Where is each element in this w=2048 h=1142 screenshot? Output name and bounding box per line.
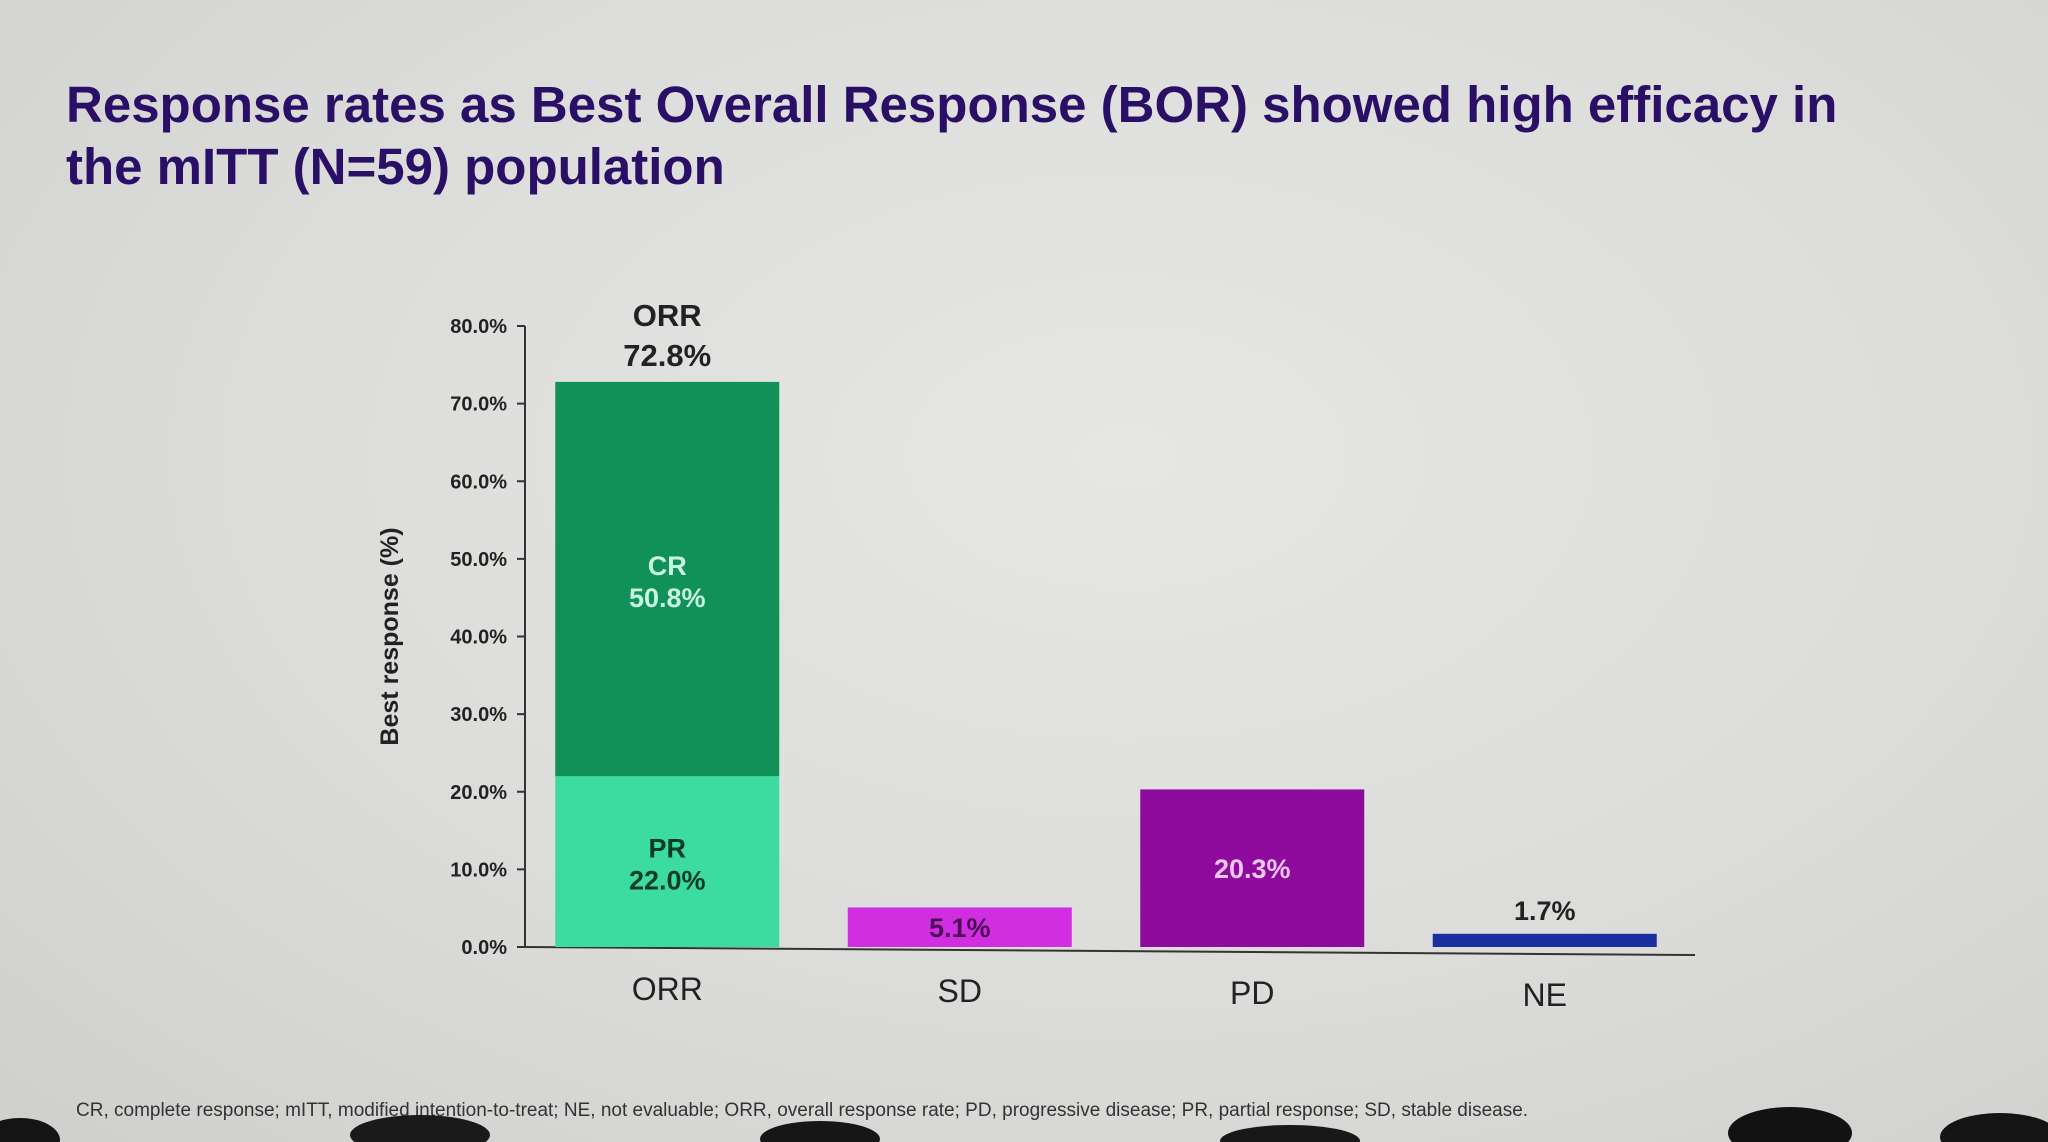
bar-ne-segment [1432,933,1657,947]
segment-name-label: CR [648,551,687,581]
y-tick-label: 70.0% [450,394,507,416]
bar-orr-pr-segment [555,776,780,947]
x-axis-line [524,946,1696,956]
y-tick-label: 30.0% [450,704,507,726]
y-tick-label: 20.0% [450,782,507,804]
bar-value-label: 1.7% [1514,896,1576,926]
x-category-label: ORR [632,971,703,1007]
y-tick-label: 40.0% [450,627,507,649]
segment-name-label: PR [648,834,686,864]
y-tick-label: 80.0% [450,316,507,338]
x-category-label: NE [1523,977,1567,1013]
segment-value-label: 22.0% [629,866,706,896]
y-axis-label: Best response (%) [376,527,404,745]
chart-axes: 0.0% 10.0% 20.0% 30.0% 40.0% 50.0% 60.0% 70.0% 8… [376,316,1696,959]
x-category-label: SD [938,973,982,1009]
bar-total-value-label: 72.8% [623,338,711,373]
y-tick-label: 60.0% [450,471,507,493]
x-category-label: PD [1230,975,1274,1011]
bar-sd-segment [847,907,1072,947]
y-tick-label: 10.0% [450,859,507,881]
slide-title: Response rates as Best Overall Response … [66,74,1966,198]
bar-orr-cr-segment [555,381,780,777]
audience-silhouettes [0,1107,2048,1142]
bar-value-label: 20.3% [1214,854,1291,884]
chart-bars [555,381,1657,947]
slide-title-line1: Response rates as Best Overall Response … [66,76,1838,133]
bar-total-name-label: ORR [633,298,702,333]
y-tick-label: 0.0% [461,937,507,959]
bar-value-label: 5.1% [929,913,991,943]
bar-pd-segment [1140,789,1365,947]
slide-title-line2: the mITT (N=59) population [66,138,725,195]
footnote: CR, complete response; mITT, modified in… [76,1100,1529,1121]
y-tick-label: 50.0% [450,549,507,571]
segment-value-label: 50.8% [629,583,706,613]
